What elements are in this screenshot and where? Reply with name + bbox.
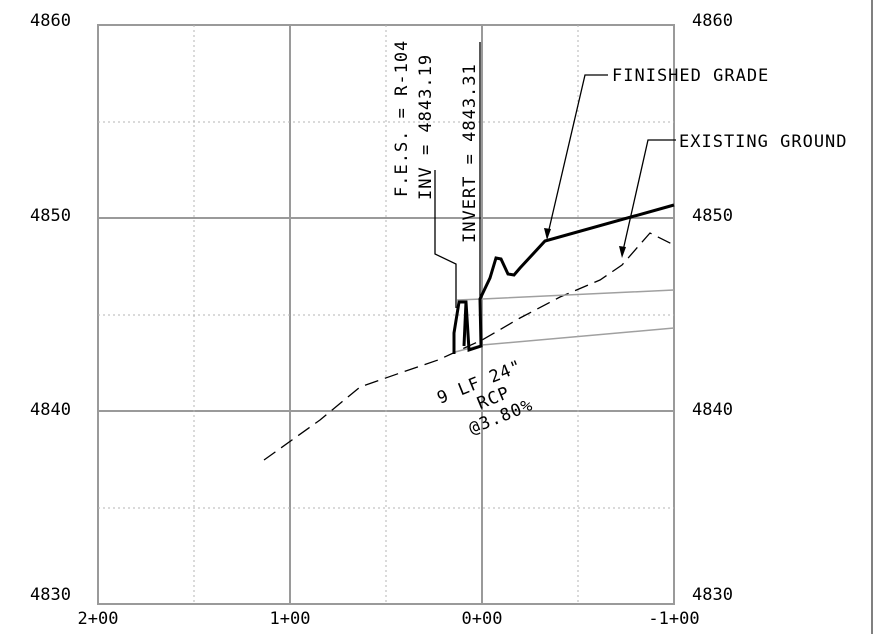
leaders <box>434 42 676 308</box>
pipe-callout: 9 LF 24" RCP @3.80% <box>434 356 536 439</box>
elev-label-left-4840: 4840 <box>30 400 71 420</box>
elev-label-left-4850: 4850 <box>30 206 71 226</box>
fes-end-section <box>462 301 468 347</box>
station-label-0+00: 0+00 <box>462 609 503 629</box>
station-label-2+00: 2+00 <box>78 609 119 629</box>
existing-ground-line <box>263 232 675 461</box>
invert-label: INVERT = 4843.31 <box>460 63 480 243</box>
elev-label-right-4830: 4830 <box>692 585 733 605</box>
fes-invert-label: INV = 4843.19 <box>416 54 436 200</box>
elev-label-right-4860: 4860 <box>692 11 733 31</box>
existing-ground-label: EXISTING GROUND <box>679 132 848 152</box>
station-label-minus-1+00: -1+00 <box>648 609 699 629</box>
minor-grid <box>98 25 674 604</box>
elev-label-right-4850: 4850 <box>692 206 733 226</box>
elev-label-left-4860: 4860 <box>30 11 71 31</box>
finished-grade-line <box>452 203 675 354</box>
elev-label-right-4840: 4840 <box>692 400 733 420</box>
elev-label-left-4830: 4830 <box>30 585 71 605</box>
leader-arrowheads <box>544 228 626 258</box>
pipe-lines <box>454 289 675 353</box>
station-label-1+00: 1+00 <box>270 609 311 629</box>
fes-label: F.E.S. = R-104 <box>392 40 412 197</box>
finished-grade-label: FINISHED GRADE <box>612 66 769 86</box>
